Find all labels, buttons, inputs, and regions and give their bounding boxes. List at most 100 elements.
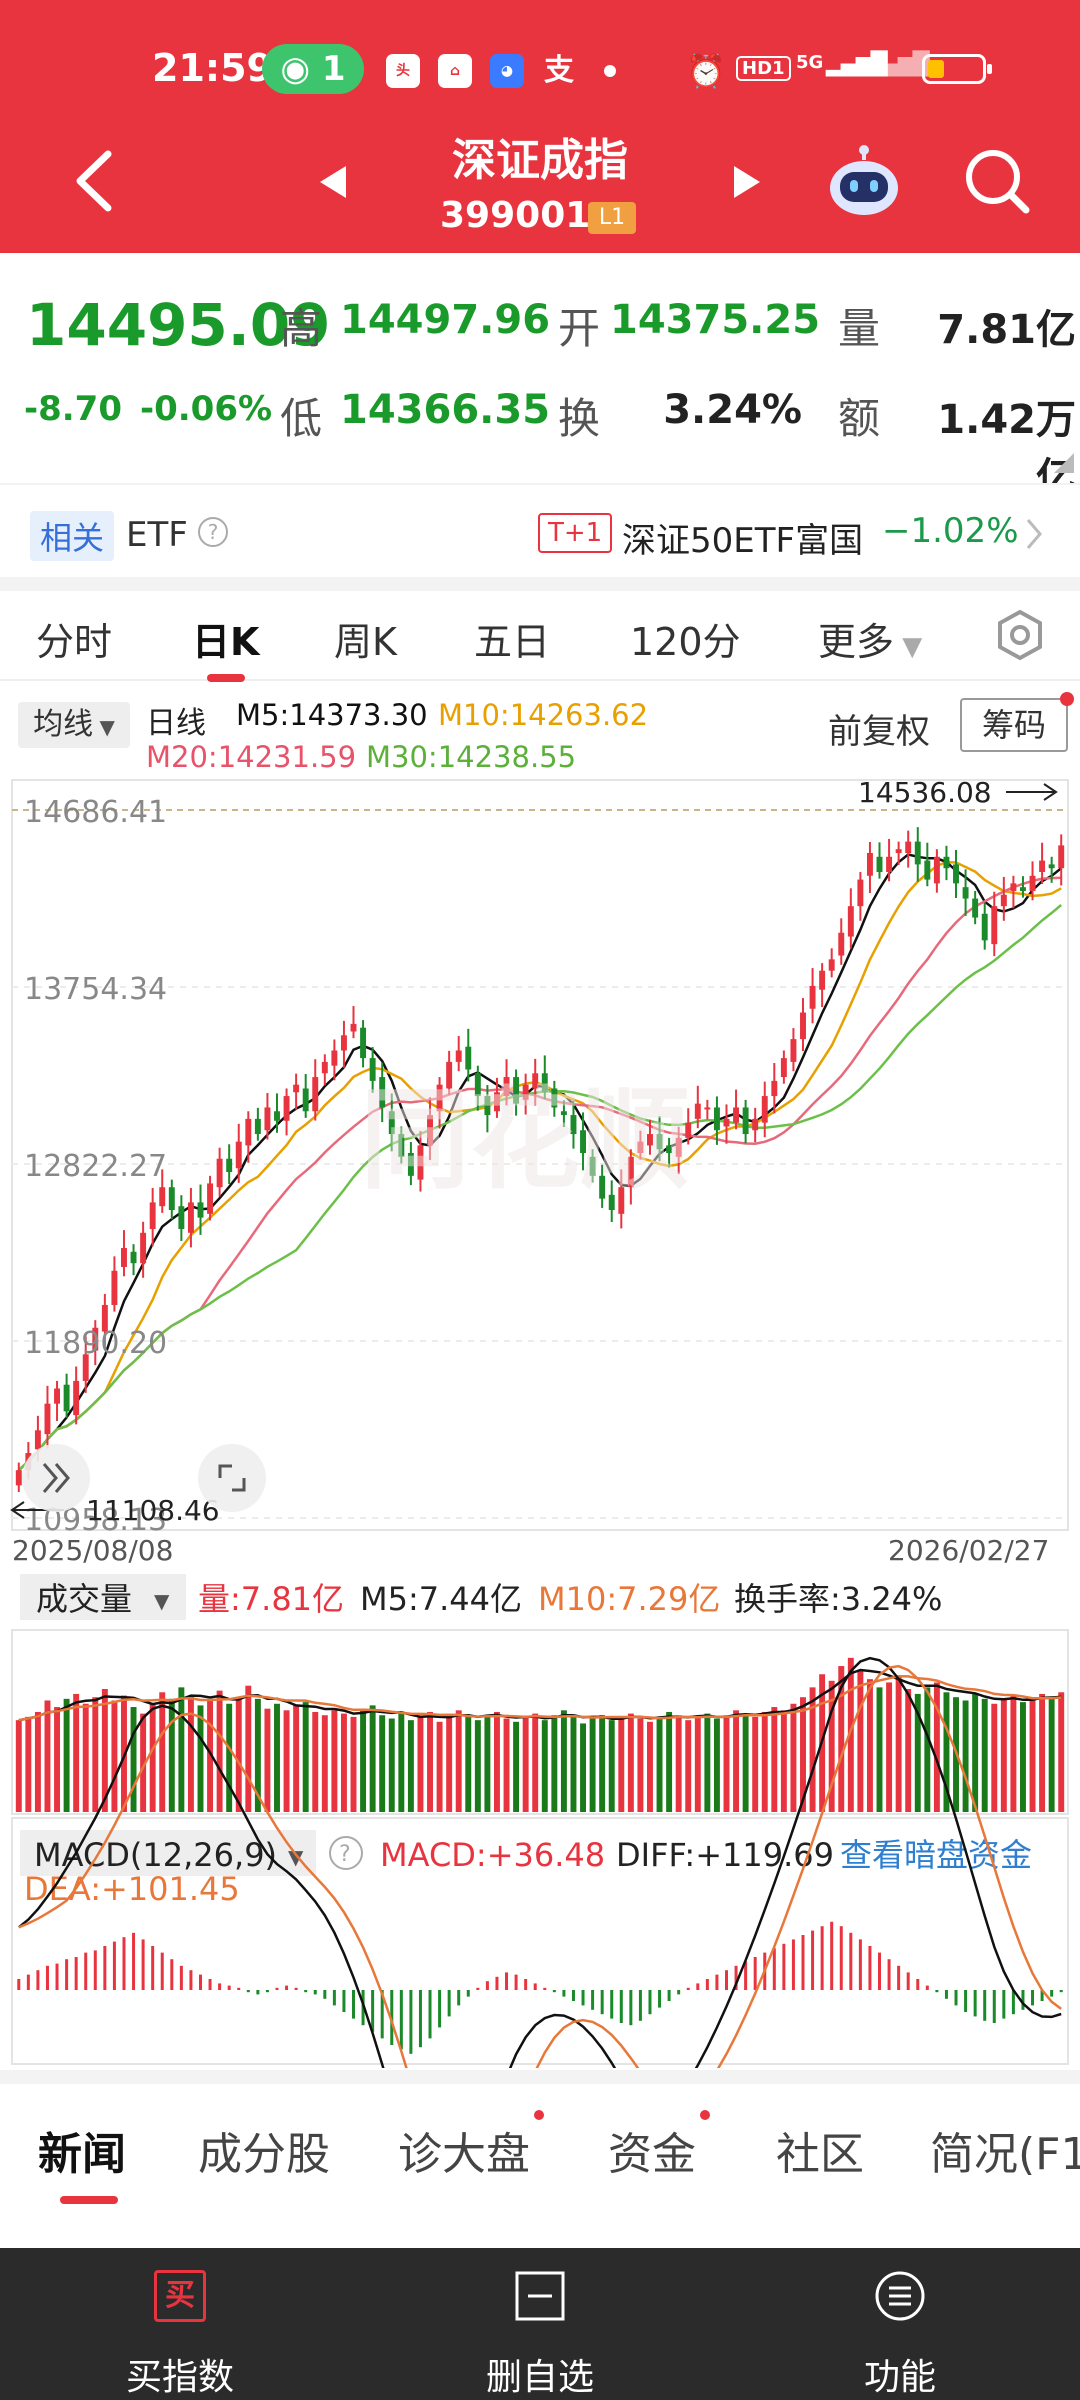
volume-bar [647,1721,653,1812]
macd-lines [18,1656,1062,2068]
volume-bar [101,1689,108,1812]
open-label: 开 [558,304,601,353]
functions-button[interactable]: 功能 [720,2248,1080,2400]
kline-chart-area[interactable]: 14686.4113754.3412822.2711890.2010958.13… [0,778,1080,2068]
candle-body [264,1107,271,1131]
chat-icon: ◕ [490,54,524,88]
volume-bar [532,1713,539,1812]
dark-pool-link[interactable]: 查看暗盘资金 [840,1836,1032,1874]
adjust-mode[interactable]: 前复权 [828,712,930,752]
diagnosis-dot [534,2110,544,2120]
candle-body [666,1145,673,1154]
candle-body [178,1206,185,1229]
volume-bar [742,1713,749,1812]
tab-120min[interactable]: 120分 [630,620,741,664]
tab-weekly-k[interactable]: 周K [334,620,397,664]
buy-index-button[interactable]: 买 买指数 [0,2248,360,2400]
candle-body [522,1084,529,1100]
period-label: 日线 [146,706,206,741]
candle-body [274,1111,280,1121]
fullscreen-button[interactable] [198,1444,266,1512]
tab-five-day[interactable]: 五日 [474,620,551,664]
volume-bar [379,1715,386,1812]
settings-icon[interactable] [994,609,1046,661]
chips-dot [1060,692,1074,706]
candle-body [761,1096,768,1123]
volume-bar [82,1703,89,1812]
tab-news[interactable]: 新闻 [38,2129,126,2180]
volume-bar [25,1716,32,1812]
price-axis-label: 13754.34 [24,972,167,1007]
volume-bar [245,1685,252,1812]
candle-body [685,1122,692,1138]
candle-body [216,1158,223,1188]
volume-bar [63,1698,70,1812]
prev-index-icon[interactable] [314,162,350,202]
candle-body [962,887,969,899]
candle-body [627,1156,634,1188]
candle-body [1010,883,1017,891]
tab-more[interactable]: 更多 ▼ [818,611,922,666]
volume-bar [331,1710,338,1812]
volume-bar [15,1720,22,1812]
expand-corner-icon[interactable] [1054,453,1074,473]
tab-market-diagnosis[interactable]: 诊大盘 [398,2129,530,2180]
chips-button[interactable]: 筹码 [960,698,1068,752]
turnover-label: 换 [558,394,601,443]
remove-watchlist-button[interactable]: 删自选 [360,2248,720,2400]
volume-bar [436,1721,443,1812]
volume-bar [44,1700,51,1812]
volume-bar [111,1700,118,1812]
candle-body [503,1077,510,1097]
watermark: 同花顺 [360,1076,690,1204]
price-change-pct: -0.06% [140,389,273,429]
candlesticks [15,827,1065,1493]
volume-ma-lines [18,1668,1062,1722]
candle-body [283,1096,290,1121]
volume-label: 量 [838,304,881,353]
search-icon[interactable] [962,146,1032,216]
volume-bar [713,1718,720,1812]
candle-body [551,1088,558,1108]
next-index-icon[interactable] [730,162,766,202]
price-change: -8.70 [24,389,122,429]
volume-bar [771,1707,778,1812]
help-icon[interactable]: ? [198,517,228,547]
help-icon[interactable] [329,1836,363,1870]
tab-funds[interactable]: 资金 [608,2129,696,2180]
tab-community[interactable]: 社区 [776,2129,864,2180]
volume-bar [828,1680,835,1812]
t-plus-tag: T+1 [538,513,613,553]
volume-selector[interactable] [20,1574,186,1620]
m30-value: M30:14238.55 [366,740,577,774]
tab-intraday[interactable]: 分时 [36,620,113,664]
volume-bar [857,1670,864,1812]
volume-bar [226,1703,233,1812]
related-etf-row[interactable]: 相关 ETF ? T+1 深证50ETF富国 −1.02% [0,483,1080,583]
candle-body [895,849,902,853]
etf-label: ETF [126,515,188,555]
candle-body [914,841,921,865]
volume-bar [178,1687,185,1812]
volume-bar [886,1682,893,1812]
tab-daily-k[interactable]: 日K [192,620,260,664]
candle-body [704,1107,711,1110]
etf-change: −1.02% [882,511,1019,551]
tab-constituents[interactable]: 成分股 [198,2129,330,2180]
volume-bar [694,1716,701,1812]
candle-body [340,1035,347,1051]
tab-overview[interactable]: 简况(F1 [930,2129,1080,2180]
dropdown-icon: ▼ [93,715,115,739]
candle-body [847,906,854,937]
back-icon[interactable] [70,148,120,214]
collapse-sidebar-button[interactable] [22,1444,90,1512]
volume-bar [54,1707,61,1812]
candle-body [121,1247,127,1267]
ma-selector[interactable]: 均线 ▼ [18,702,130,748]
volume-bar [140,1713,147,1812]
volume-bar [503,1718,510,1812]
candle-body [790,1039,797,1062]
robot-assistant-icon[interactable] [826,144,902,216]
volume-bar [1048,1697,1055,1812]
ma-legend: 均线 ▼ 日线 M5:14373.30 M10:14263.62 M20:142… [0,690,1080,780]
